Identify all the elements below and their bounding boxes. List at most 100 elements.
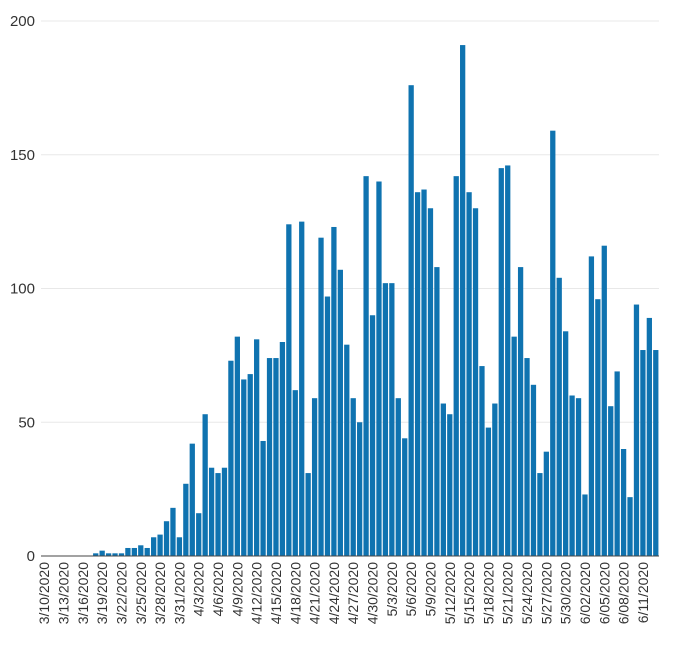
bar — [357, 422, 363, 556]
bar — [151, 537, 157, 556]
x-tick-label: 4/6/2020 — [210, 562, 226, 617]
y-tick-labels: 0 50 100 150 200 — [10, 13, 35, 565]
bar — [408, 85, 414, 556]
x-tick-label: 6/02/2020 — [577, 562, 593, 624]
bar — [389, 283, 395, 556]
bar — [440, 403, 446, 556]
x-tick-label: 5/12/2020 — [442, 562, 458, 624]
x-tick-label: 5/30/2020 — [558, 562, 574, 624]
bar — [241, 379, 247, 556]
x-tick-label: 3/22/2020 — [113, 562, 129, 624]
bar — [505, 165, 511, 556]
bar — [402, 438, 408, 556]
bar — [601, 245, 607, 556]
x-tick-label: 3/16/2020 — [75, 562, 91, 624]
bar — [653, 350, 659, 556]
bar — [125, 547, 131, 556]
x-tick-label: 5/9/2020 — [422, 562, 438, 617]
bar — [543, 451, 549, 556]
bar — [421, 189, 427, 556]
bar — [569, 395, 575, 556]
bar — [163, 521, 170, 556]
bar — [170, 507, 176, 556]
x-tick-label: 6/05/2020 — [596, 562, 612, 624]
bar — [453, 176, 459, 556]
bar — [228, 360, 234, 556]
bar — [254, 339, 260, 556]
bar — [414, 192, 421, 556]
bar — [138, 545, 144, 556]
bar — [299, 221, 305, 556]
bar — [112, 553, 118, 556]
bar — [550, 130, 556, 557]
x-tick-label: 4/30/2020 — [365, 562, 381, 624]
x-tick-label: 4/12/2020 — [249, 562, 265, 624]
bar — [646, 317, 652, 556]
bar — [427, 208, 434, 556]
bar — [344, 344, 350, 556]
bar — [485, 427, 492, 556]
bar — [614, 371, 620, 556]
bar — [633, 304, 640, 556]
x-tick-label: 4/21/2020 — [307, 562, 323, 624]
bar — [479, 366, 485, 556]
bar — [460, 45, 466, 556]
bar — [215, 473, 221, 556]
bar — [530, 384, 537, 556]
bar — [363, 176, 369, 556]
bar — [157, 534, 163, 556]
bar — [286, 224, 292, 557]
bar — [492, 403, 498, 556]
bar — [395, 398, 401, 556]
bar — [202, 414, 208, 556]
bar — [311, 398, 318, 556]
x-tick-label: 3/13/2020 — [56, 562, 72, 624]
bar — [234, 336, 240, 556]
bar — [279, 342, 286, 556]
bar — [305, 473, 311, 556]
bar — [517, 267, 524, 556]
bar — [318, 237, 324, 557]
x-tick-label: 3/10/2020 — [36, 562, 52, 624]
x-tick-label: 5/6/2020 — [403, 562, 419, 617]
bar — [105, 553, 112, 556]
bar — [369, 315, 376, 556]
bar — [99, 550, 105, 556]
x-tick-label: 3/19/2020 — [94, 562, 110, 624]
y-tick-label: 150 — [10, 147, 35, 164]
bar — [221, 467, 228, 556]
bar — [498, 168, 504, 556]
bar — [208, 467, 215, 556]
bar — [247, 374, 253, 556]
bar — [183, 483, 189, 556]
bar — [376, 181, 382, 556]
bar — [93, 553, 99, 556]
bar — [324, 296, 331, 556]
bars — [93, 45, 659, 557]
x-tick-label: 3/25/2020 — [133, 562, 149, 624]
bar — [260, 440, 266, 556]
bar — [556, 277, 562, 556]
bar — [273, 358, 279, 556]
x-tick-label: 5/24/2020 — [519, 562, 535, 624]
bar — [434, 267, 440, 556]
bar — [196, 513, 202, 556]
x-tick-label: 4/24/2020 — [326, 562, 342, 624]
bar — [524, 358, 530, 556]
bar — [640, 350, 646, 556]
bar — [620, 449, 627, 556]
bar — [595, 299, 601, 556]
x-tick-label: 5/15/2020 — [461, 562, 477, 624]
bar — [118, 553, 125, 556]
bar — [511, 336, 517, 556]
x-tick-label: 4/3/2020 — [191, 562, 207, 617]
bar — [466, 192, 472, 556]
x-tick-label: 4/18/2020 — [287, 562, 303, 624]
bar — [588, 256, 595, 556]
bar — [176, 537, 183, 556]
bar — [627, 497, 633, 556]
x-tick-label: 6/11/2020 — [635, 562, 651, 623]
bar — [537, 473, 543, 556]
x-tick-label: 4/27/2020 — [345, 562, 361, 624]
